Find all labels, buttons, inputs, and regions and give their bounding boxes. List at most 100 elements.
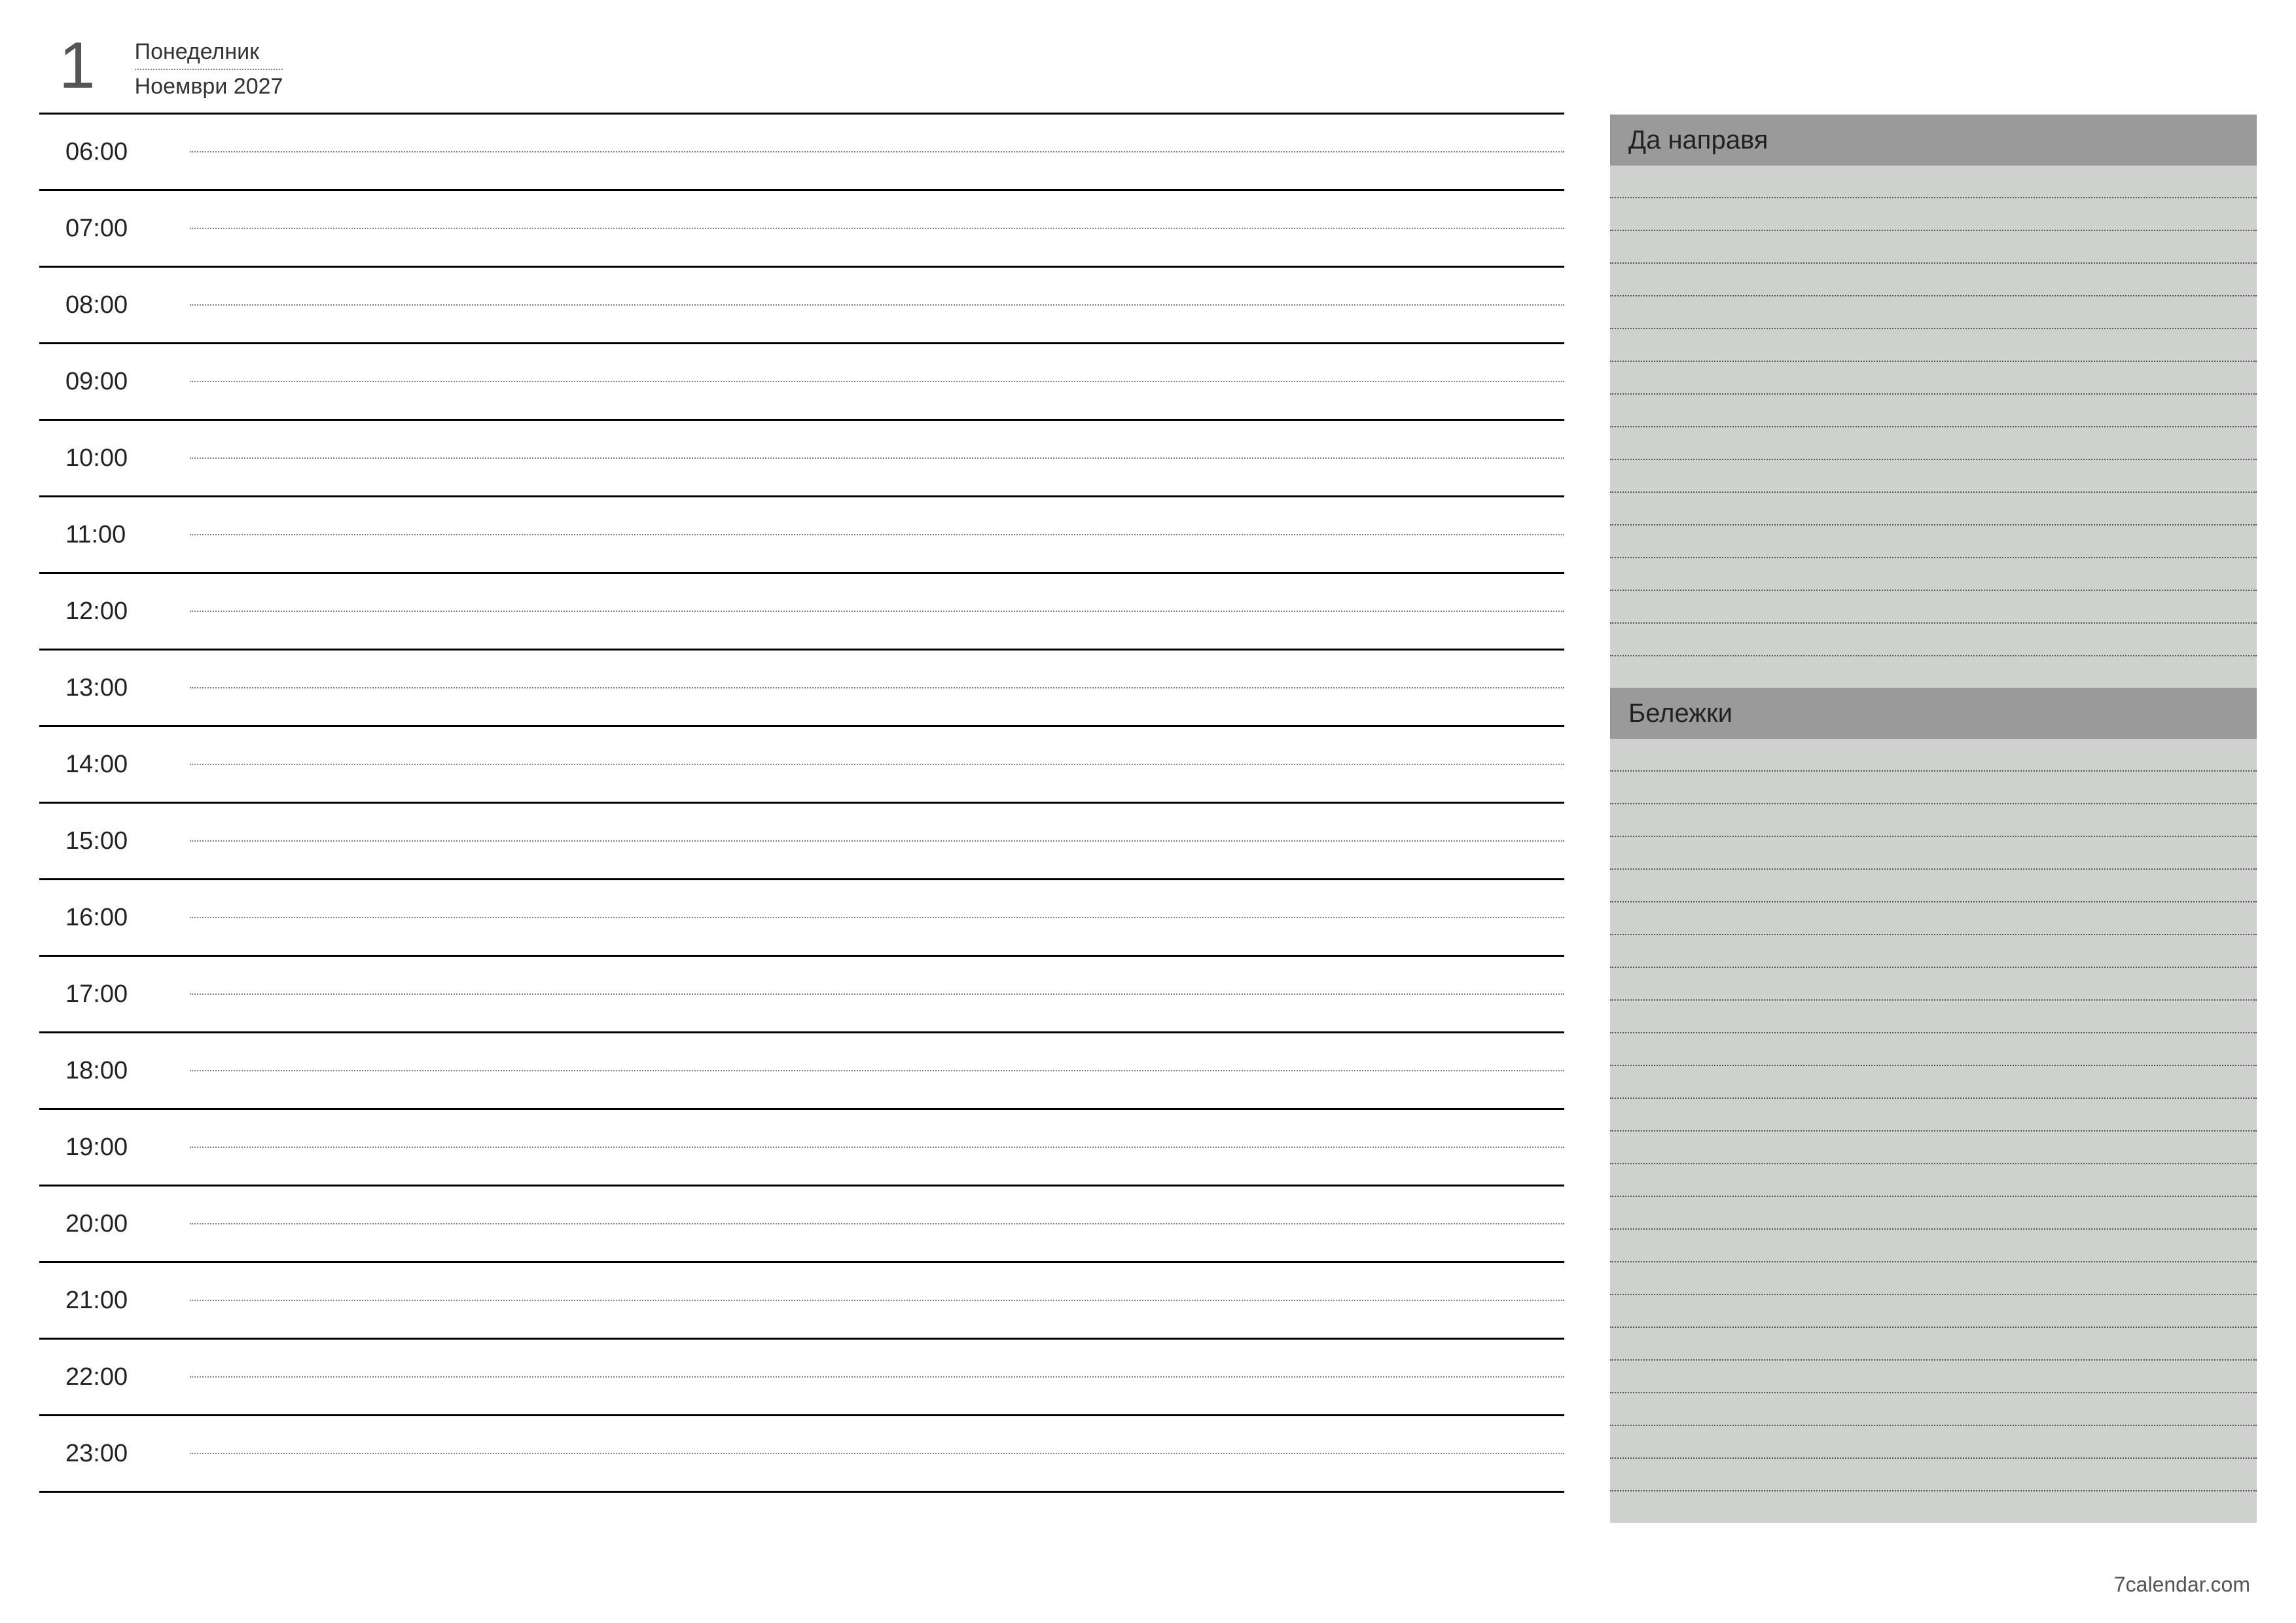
hour-label: 07:00 — [39, 215, 190, 243]
content: 06:00 07:00 08:00 09:00 10:00 11:00 12:00 13:00… — [39, 113, 2257, 1523]
hour-writing-line — [190, 228, 1564, 229]
notes-header: Бележки — [1610, 688, 2257, 739]
todo-line — [1610, 460, 2257, 493]
hour-inner: 20:00 — [39, 1210, 1564, 1238]
hour-label: 06:00 — [39, 138, 190, 166]
hour-label: 13:00 — [39, 674, 190, 702]
todo-line — [1610, 264, 2257, 296]
notes-line — [1610, 1001, 2257, 1033]
hour-label: 16:00 — [39, 904, 190, 932]
hour-row: 18:00 — [39, 1033, 1564, 1110]
hour-row: 07:00 — [39, 191, 1564, 268]
month-year-label: Ноември 2027 — [135, 74, 283, 99]
footer-credit: 7calendar.com — [2114, 1573, 2250, 1597]
hour-inner: 09:00 — [39, 368, 1564, 396]
todo-line — [1610, 296, 2257, 329]
hour-row: 21:00 — [39, 1263, 1564, 1340]
todo-line — [1610, 166, 2257, 198]
hour-writing-line — [190, 534, 1564, 535]
todo-line — [1610, 526, 2257, 558]
hour-writing-line — [190, 917, 1564, 918]
notes-line — [1610, 1459, 2257, 1491]
hour-writing-line — [190, 993, 1564, 995]
todo-line — [1610, 558, 2257, 591]
hour-row: 19:00 — [39, 1110, 1564, 1186]
hour-label: 17:00 — [39, 980, 190, 1008]
weekday-label: Понеделник — [135, 39, 283, 70]
todo-line — [1610, 362, 2257, 395]
todo-line — [1610, 591, 2257, 624]
hour-inner: 11:00 — [39, 521, 1564, 549]
hour-inner: 23:00 — [39, 1440, 1564, 1468]
hour-inner: 08:00 — [39, 291, 1564, 319]
hour-inner: 12:00 — [39, 597, 1564, 626]
notes-line — [1610, 968, 2257, 1001]
hour-inner: 06:00 — [39, 138, 1564, 166]
notes-line — [1610, 870, 2257, 902]
hour-writing-line — [190, 611, 1564, 612]
hour-writing-line — [190, 1223, 1564, 1224]
planner-page: 1 Понеделник Ноември 2027 06:00 07:00 08:0… — [0, 0, 2296, 1623]
hour-label: 21:00 — [39, 1287, 190, 1315]
notes-line — [1610, 1033, 2257, 1066]
notes-line — [1610, 804, 2257, 837]
hour-writing-line — [190, 1300, 1564, 1301]
todo-block: Да направя — [1610, 115, 2257, 688]
hour-inner: 07:00 — [39, 215, 1564, 243]
hour-label: 10:00 — [39, 444, 190, 473]
hour-inner: 22:00 — [39, 1363, 1564, 1391]
notes-line — [1610, 1197, 2257, 1230]
hour-row: 17:00 — [39, 957, 1564, 1033]
todo-line — [1610, 231, 2257, 264]
hour-writing-line — [190, 304, 1564, 306]
todo-line — [1610, 395, 2257, 427]
hour-row: 20:00 — [39, 1186, 1564, 1263]
hour-writing-line — [190, 381, 1564, 382]
todo-line — [1610, 329, 2257, 362]
hour-writing-line — [190, 457, 1564, 459]
todo-lines — [1610, 166, 2257, 688]
hour-inner: 16:00 — [39, 904, 1564, 932]
todo-line — [1610, 656, 2257, 688]
header: 1 Понеделник Ноември 2027 — [59, 33, 2257, 99]
hour-inner: 18:00 — [39, 1057, 1564, 1085]
hour-inner: 17:00 — [39, 980, 1564, 1008]
notes-line — [1610, 1426, 2257, 1459]
notes-line — [1610, 1262, 2257, 1295]
hour-inner: 15:00 — [39, 827, 1564, 855]
notes-line — [1610, 902, 2257, 935]
notes-line — [1610, 739, 2257, 772]
notes-line — [1610, 1164, 2257, 1197]
hour-row: 06:00 — [39, 115, 1564, 191]
hour-writing-line — [190, 687, 1564, 688]
hour-label: 11:00 — [39, 521, 190, 549]
hour-writing-line — [190, 1453, 1564, 1454]
hour-label: 08:00 — [39, 291, 190, 319]
hour-label: 12:00 — [39, 597, 190, 626]
hour-row: 10:00 — [39, 421, 1564, 497]
todo-line — [1610, 493, 2257, 526]
day-number: 1 — [59, 33, 96, 98]
hour-writing-line — [190, 1147, 1564, 1148]
notes-line — [1610, 837, 2257, 870]
hour-label: 22:00 — [39, 1363, 190, 1391]
notes-line — [1610, 1328, 2257, 1361]
hour-label: 19:00 — [39, 1133, 190, 1162]
hour-inner: 13:00 — [39, 674, 1564, 702]
notes-line — [1610, 1230, 2257, 1262]
timeline: 06:00 07:00 08:00 09:00 10:00 11:00 12:00 13:00… — [39, 113, 1564, 1523]
hour-writing-line — [190, 1070, 1564, 1071]
hour-row: 15:00 — [39, 804, 1564, 880]
todo-line — [1610, 427, 2257, 460]
todo-line — [1610, 198, 2257, 231]
hour-row: 12:00 — [39, 574, 1564, 651]
notes-line — [1610, 935, 2257, 968]
sidebar: Да направя Бележки — [1610, 115, 2257, 1523]
hour-label: 23:00 — [39, 1440, 190, 1468]
hour-inner: 19:00 — [39, 1133, 1564, 1162]
hour-writing-line — [190, 151, 1564, 152]
hour-row: 09:00 — [39, 344, 1564, 421]
hour-row: 16:00 — [39, 880, 1564, 957]
hour-row: 11:00 — [39, 497, 1564, 574]
hour-label: 14:00 — [39, 751, 190, 779]
